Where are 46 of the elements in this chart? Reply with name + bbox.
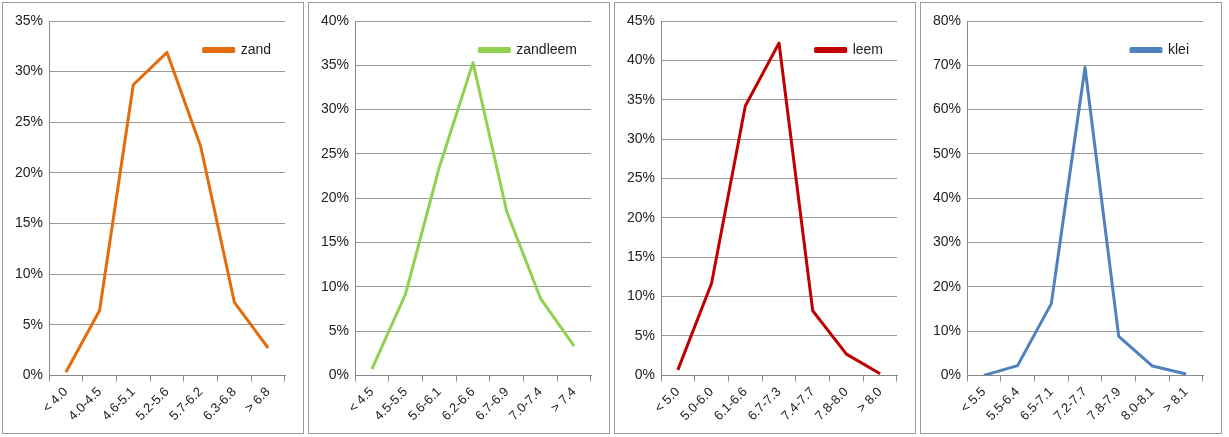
y-tick-label: 30% [626, 129, 656, 146]
legend-label: zand [240, 40, 271, 57]
y-tick-label: 40% [932, 189, 962, 206]
y-tick-label: 10% [932, 321, 962, 338]
y-tick-label: 35% [626, 90, 656, 107]
y-tick-label: 5% [328, 321, 350, 338]
x-tick-label: > 7.4 [547, 383, 579, 416]
y-tick-label: 50% [932, 144, 962, 161]
x-tick-label: < 4.5 [345, 383, 377, 416]
y-tick-label: 0% [634, 366, 656, 383]
x-tick-label: > 6.8 [241, 383, 273, 416]
y-tick-label: 10% [14, 264, 44, 281]
y-tick-label: 15% [14, 214, 44, 231]
y-tick-label: 0% [22, 366, 44, 383]
y-tick-label: 25% [320, 144, 350, 161]
x-tick-label: > 8.1 [1159, 383, 1191, 416]
y-tick-label: 0% [328, 366, 350, 383]
x-tick-label: < 4.0 [39, 383, 71, 416]
y-tick-label: 35% [320, 56, 350, 73]
y-tick-label: 25% [626, 169, 656, 186]
y-tick-label: 20% [14, 163, 44, 180]
legend-label: klei [1167, 40, 1190, 57]
y-tick-label: 40% [626, 51, 656, 68]
y-tick-label: 45% [626, 11, 656, 28]
y-tick-label: 10% [320, 277, 350, 294]
y-tick-label: 10% [626, 287, 656, 304]
x-tick-label: > 8.0 [853, 383, 885, 416]
y-tick-label: 15% [320, 233, 350, 250]
y-tick-label: 20% [320, 189, 350, 206]
y-tick-label: 60% [932, 100, 962, 117]
y-tick-label: 20% [932, 277, 962, 294]
y-tick-label: 0% [940, 366, 962, 383]
y-tick-label: 70% [932, 56, 962, 73]
y-tick-label: 30% [320, 100, 350, 117]
y-tick-label: 15% [626, 248, 656, 265]
y-tick-label: 80% [932, 11, 962, 28]
y-tick-label: 40% [320, 11, 350, 28]
y-tick-label: 30% [14, 62, 44, 79]
y-tick-label: 5% [22, 315, 44, 332]
y-tick-label: 30% [932, 233, 962, 250]
legend-label: leem [852, 40, 884, 57]
y-tick-label: 5% [634, 326, 656, 343]
y-tick-label: 35% [14, 11, 44, 28]
y-tick-label: 20% [626, 208, 656, 225]
y-tick-label: 25% [14, 113, 44, 130]
legend-label: zandleem [516, 40, 577, 57]
